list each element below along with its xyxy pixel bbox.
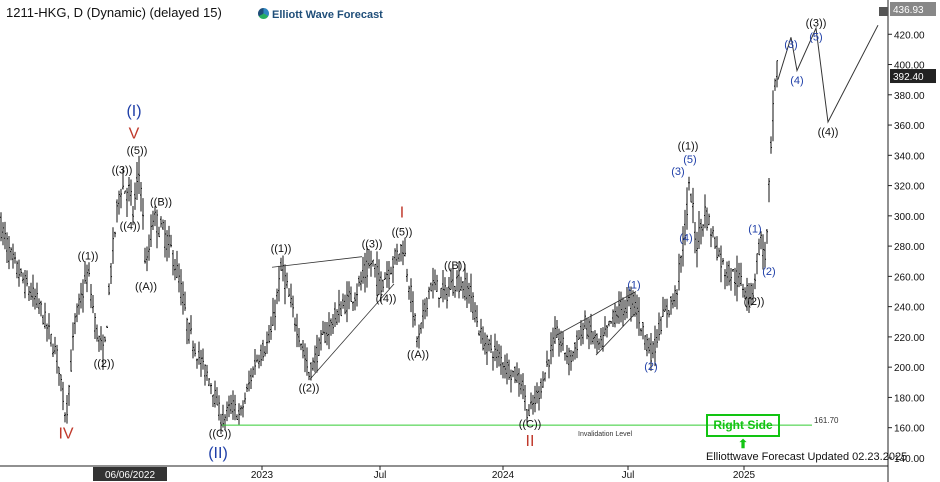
wave-label: ((2)) [744,296,765,308]
updated-caption: Elliottwave Forecast Updated 02.23.2025 [706,451,908,463]
y-tick-label: 300.00 [894,212,925,223]
wave-label: (1) [627,279,640,291]
x-tick-highlight [93,467,167,481]
wave-label: ((1)) [78,251,99,263]
top-price-label: 436.93 [893,5,924,16]
wave-label: ((4)) [120,220,141,232]
projection-path [777,24,879,124]
globe-icon [258,8,269,19]
wave-label: (5) [683,154,696,166]
wave-label: II [526,433,535,450]
invalidation-value: 161.70 [814,416,839,425]
wave-label: (5) [809,31,822,43]
wave-label: ((3)) [112,164,133,176]
x-tick-label: Jul [622,470,635,481]
wave-label: ((A)) [407,349,429,361]
y-tick-label: 180.00 [894,393,925,404]
wave-label: I [400,204,404,221]
right-side-badge: Right Side ⬆ [706,414,780,451]
y-tick-label: 280.00 [894,242,925,253]
invalidation-text: Invalidation Level [578,431,633,438]
wave-label: (3) [784,39,797,51]
chart-title: 1211-HKG, D (Dynamic) (delayed 15) [6,5,222,20]
wave-label: IV [58,425,73,442]
wave-label: ((5)) [127,145,148,157]
settings-icon[interactable] [879,7,888,16]
wave-label: ((3)) [806,18,827,30]
top-price-box [890,2,936,16]
y-tick-label: 360.00 [894,121,925,132]
channel-line [309,283,395,380]
wave-label: (1) [748,223,761,235]
y-tick-label: 140.00 [894,454,925,465]
wave-label: ((1)) [678,140,699,152]
wave-label: ((1)) [271,243,292,255]
wave-label: ((4)) [818,127,839,139]
x-tick-label: 2025 [733,470,756,481]
y-tick-label: 320.00 [894,182,925,193]
wave-label: ((3)) [362,239,383,251]
channel-line [555,291,637,336]
wave-label: ((B)) [444,260,466,272]
wave-label: (II) [208,445,228,462]
wave-label: ((C)) [519,419,542,431]
wave-label: V [129,126,140,143]
y-tick-label: 340.00 [894,151,925,162]
wave-label: (2) [644,361,657,373]
y-tick-label: 240.00 [894,303,925,314]
last-price-label: 392.40 [893,72,924,83]
wave-label: ((C)) [209,428,232,440]
x-tick-label: 2024 [492,470,515,481]
brand-logo: Elliott Wave Forecast [258,8,383,21]
y-tick-label: 220.00 [894,333,925,344]
wave-label: (4) [790,75,803,87]
wave-label: ((B)) [150,196,172,208]
channel-line [271,256,363,268]
y-tick-label: 200.00 [894,363,925,374]
brand-logo-text: Elliott Wave Forecast [272,9,383,21]
y-tick-label: 260.00 [894,272,925,283]
wave-label: ((2)) [299,382,320,394]
y-tick-label: 420.00 [894,30,925,41]
ohlc-bars [0,60,778,435]
wave-label: ((2)) [94,358,115,370]
wave-label: ((5)) [392,227,413,239]
x-tick-label: Jul [374,470,387,481]
x-tick-label: 2023 [251,470,274,481]
wave-label: (4) [679,233,692,245]
last-price-box [890,69,936,84]
channel-line [595,312,637,356]
wave-label: (I) [126,103,141,120]
x-tick-label: 06/06/2022 [105,470,155,481]
y-axis: 140.00 160.00 180.00 200.00 220.00 240.00 260.… [887,0,936,482]
wave-label: ((A)) [135,281,157,293]
y-tick-label: 160.00 [894,424,925,435]
wave-label: (2) [762,266,775,278]
wave-label: (3) [671,166,684,178]
y-tick-label: 380.00 [894,91,925,102]
wave-label: ((4)) [376,293,397,305]
x-axis: 06/06/2022 2023 Jul 2024 Jul 2025 [0,465,888,481]
y-tick-label: 400.00 [894,61,925,72]
